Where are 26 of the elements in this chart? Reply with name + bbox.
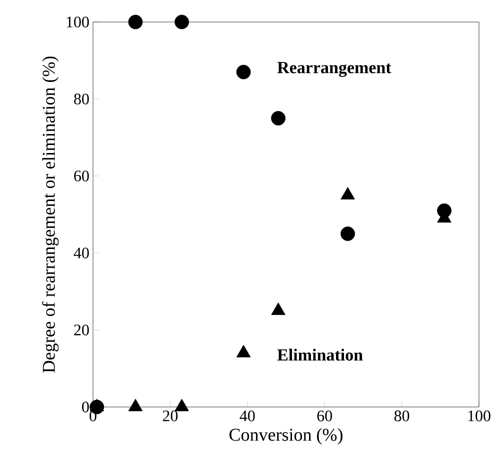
point bbox=[340, 187, 355, 200]
y-tick-label: 0 bbox=[82, 402, 89, 412]
y-tick-label: 60 bbox=[74, 170, 89, 182]
y-tick-label: 100 bbox=[66, 16, 89, 28]
y-tick-label: 20 bbox=[74, 324, 89, 336]
x-tick-label: 20 bbox=[162, 410, 178, 422]
y-axis-title: Degree of rearrangement or elimination (%) bbox=[42, 56, 59, 373]
y-tick-label: 40 bbox=[74, 248, 89, 258]
x-tick-label: 60 bbox=[317, 410, 332, 422]
series-label: Elimination bbox=[277, 348, 363, 361]
x-tick-label: 100 bbox=[468, 410, 490, 422]
point bbox=[174, 14, 189, 30]
point bbox=[271, 111, 286, 126]
series-label: Rearrangement bbox=[277, 62, 392, 77]
point bbox=[128, 14, 143, 30]
y-tick-label: 80 bbox=[74, 94, 89, 104]
point bbox=[236, 344, 251, 358]
point bbox=[340, 226, 355, 241]
point bbox=[174, 398, 189, 412]
point bbox=[128, 398, 143, 412]
point bbox=[90, 398, 104, 412]
x-tick-label: 40 bbox=[240, 410, 255, 422]
point bbox=[271, 302, 286, 315]
point bbox=[236, 64, 251, 80]
x-tick-label: 80 bbox=[394, 410, 410, 422]
x-axis-title: Conversion (%) bbox=[230, 428, 342, 444]
